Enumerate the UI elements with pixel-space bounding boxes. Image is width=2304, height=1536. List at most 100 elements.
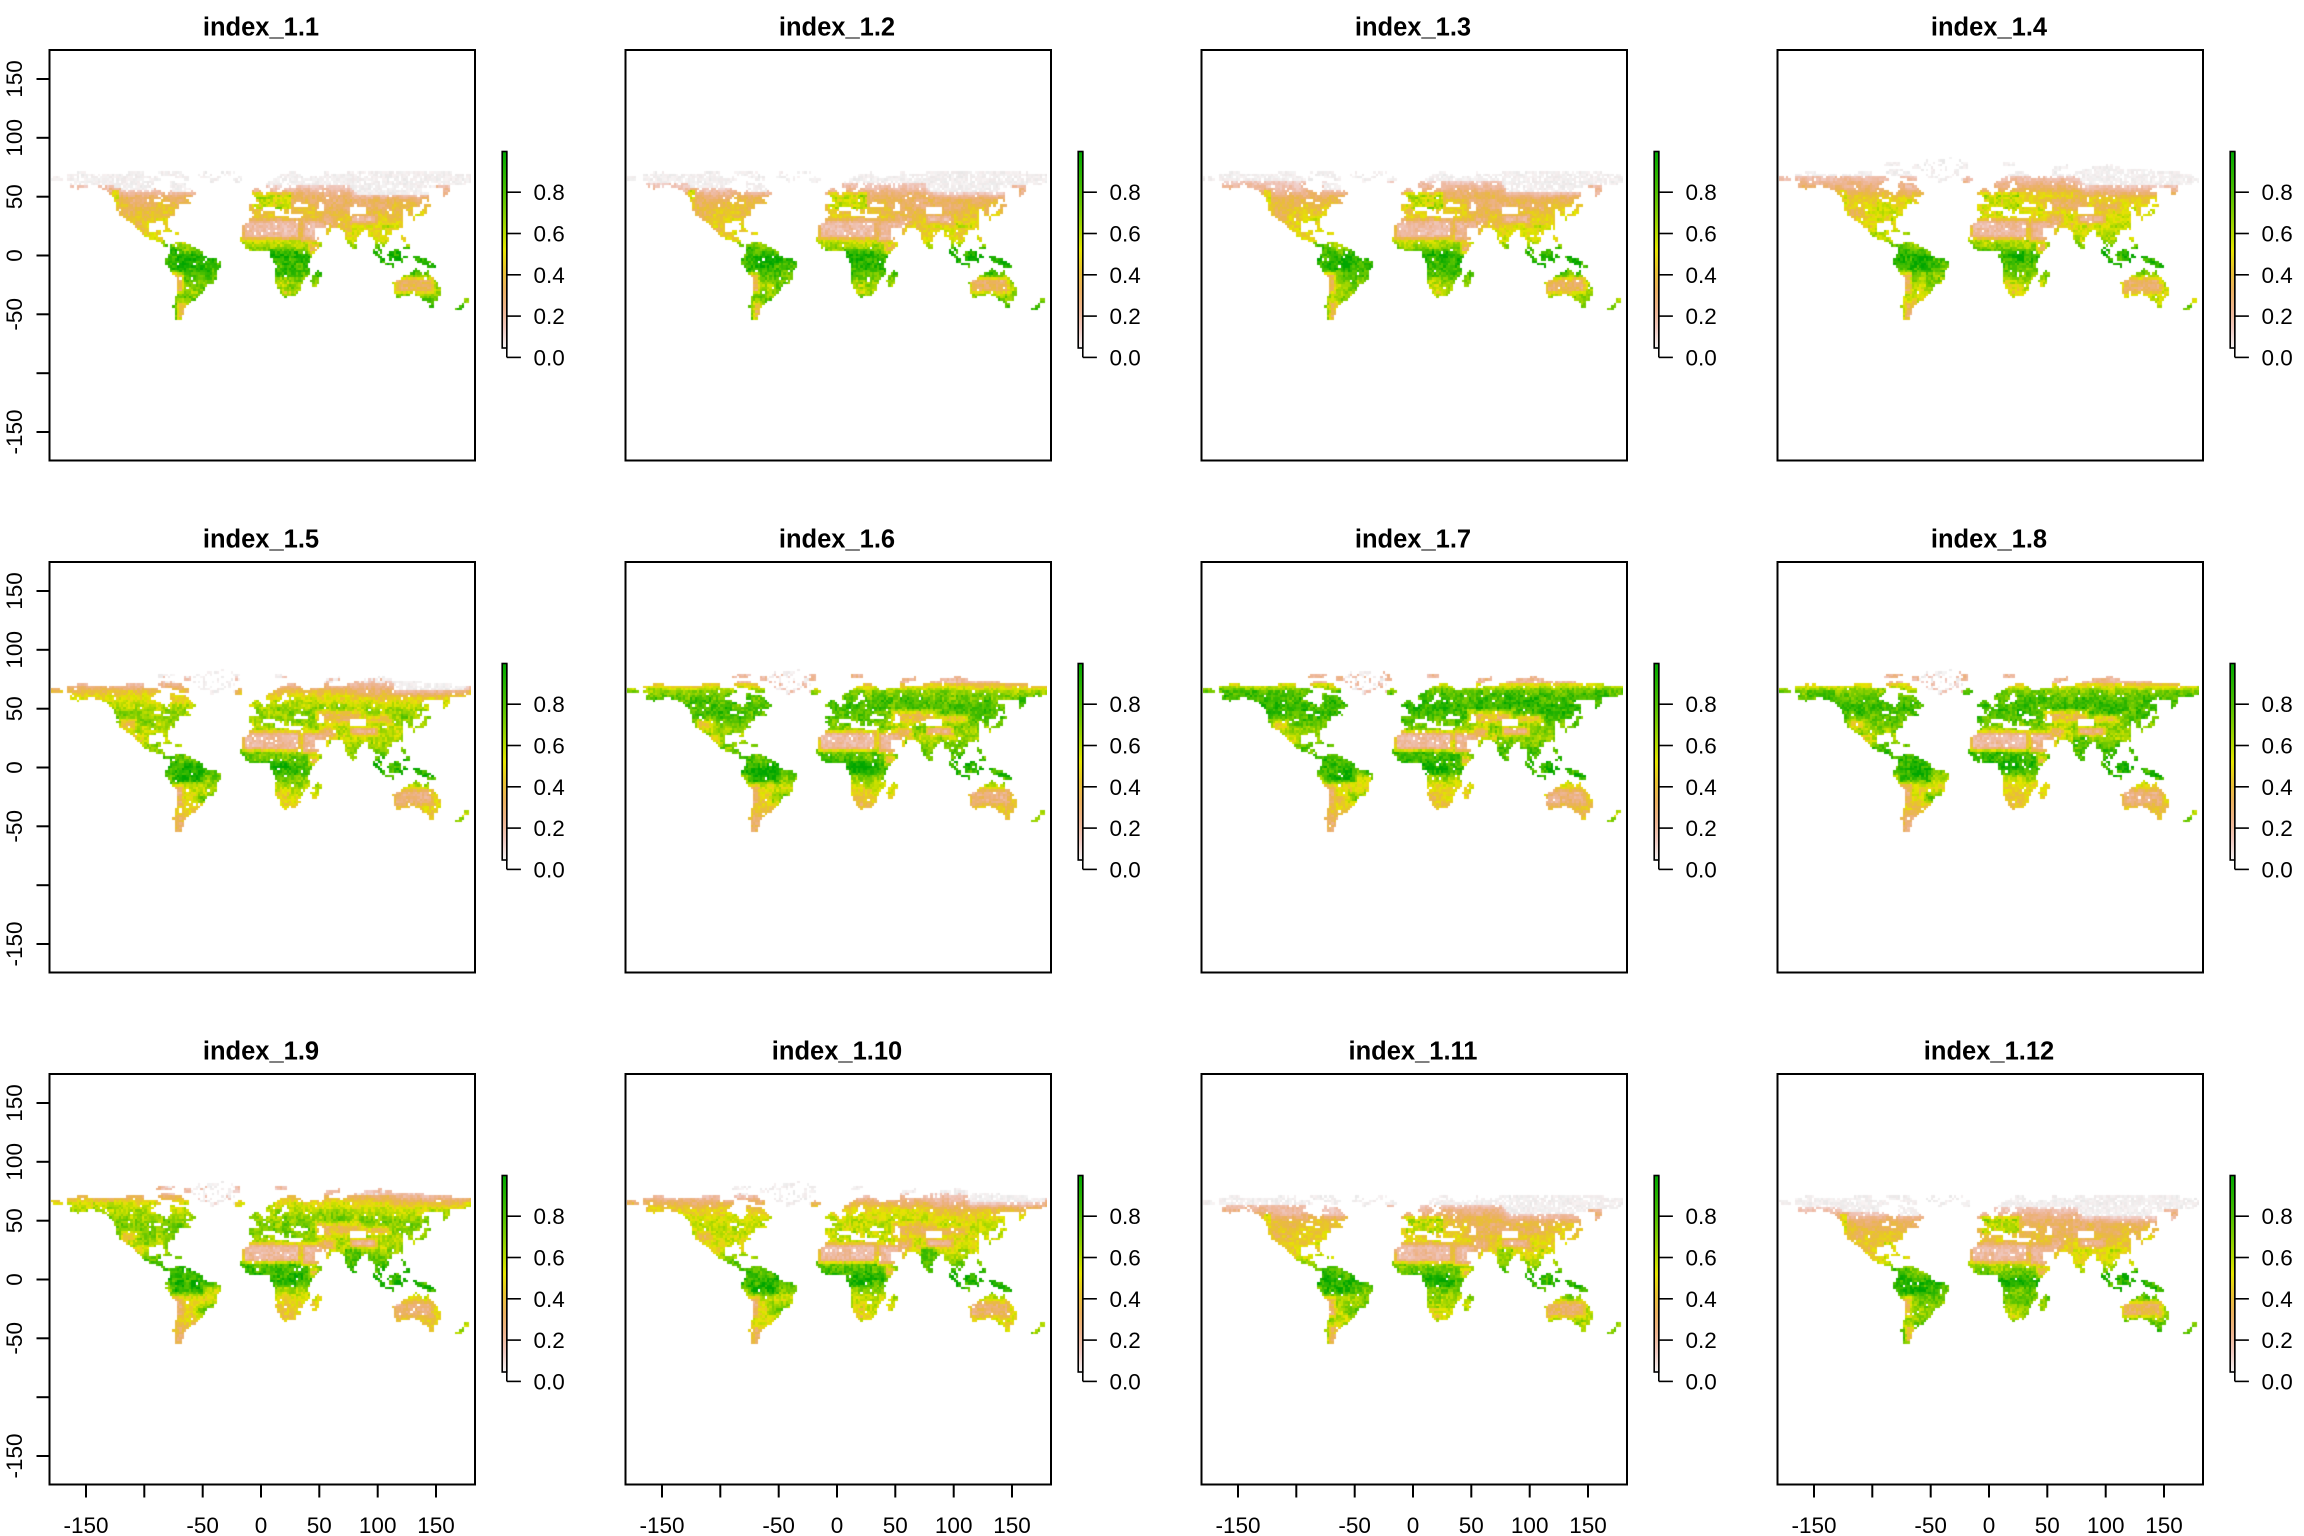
svg-text:0.4: 0.4	[534, 263, 565, 288]
svg-text:index_1.7: index_1.7	[1355, 526, 1471, 554]
svg-text:100: 100	[2087, 1513, 2125, 1536]
svg-text:100: 100	[359, 1513, 397, 1536]
svg-text:index_1.9: index_1.9	[203, 1038, 319, 1066]
svg-text:0.6: 0.6	[534, 1246, 565, 1271]
svg-text:0: 0	[2, 249, 27, 262]
svg-text:0.8: 0.8	[1110, 1204, 1141, 1229]
svg-text:50: 50	[883, 1513, 908, 1536]
svg-text:index_1.11: index_1.11	[1348, 1038, 1477, 1066]
svg-text:0.4: 0.4	[2262, 775, 2293, 800]
svg-text:0.8: 0.8	[1686, 692, 1717, 717]
svg-text:0.2: 0.2	[1110, 1328, 1141, 1353]
svg-text:0.8: 0.8	[1686, 180, 1717, 205]
svg-text:0.2: 0.2	[1686, 304, 1717, 329]
svg-text:0: 0	[1407, 1513, 1420, 1536]
svg-text:0.8: 0.8	[2262, 692, 2293, 717]
svg-text:50: 50	[2, 184, 27, 209]
svg-text:0.0: 0.0	[1110, 345, 1141, 370]
svg-text:0.2: 0.2	[2262, 1328, 2293, 1353]
svg-text:0.0: 0.0	[534, 345, 565, 370]
svg-text:0.4: 0.4	[2262, 263, 2293, 288]
svg-text:0: 0	[255, 1513, 268, 1536]
svg-text:0.8: 0.8	[2262, 180, 2293, 205]
svg-text:index_1.4: index_1.4	[1931, 14, 2048, 42]
svg-text:0.6: 0.6	[1110, 1246, 1141, 1271]
svg-text:0.6: 0.6	[1686, 1246, 1717, 1271]
svg-text:0.2: 0.2	[1110, 816, 1141, 841]
svg-text:0.0: 0.0	[534, 1369, 565, 1394]
svg-text:0.4: 0.4	[1110, 775, 1141, 800]
svg-text:0: 0	[831, 1513, 844, 1536]
svg-text:0: 0	[2, 761, 27, 774]
svg-text:100: 100	[2, 1143, 27, 1181]
svg-text:150: 150	[2, 60, 27, 98]
svg-text:150: 150	[417, 1513, 455, 1536]
svg-text:0.2: 0.2	[534, 816, 565, 841]
svg-text:-50: -50	[186, 1513, 219, 1536]
svg-text:50: 50	[307, 1513, 332, 1536]
svg-text:-50: -50	[762, 1513, 795, 1536]
svg-text:-150: -150	[1215, 1513, 1260, 1536]
svg-text:-50: -50	[2, 298, 27, 331]
svg-text:0.8: 0.8	[534, 692, 565, 717]
svg-text:index_1.2: index_1.2	[779, 14, 895, 42]
svg-text:50: 50	[1459, 1513, 1484, 1536]
svg-text:0.6: 0.6	[534, 222, 565, 247]
svg-text:-50: -50	[2, 810, 27, 843]
svg-text:-50: -50	[1914, 1513, 1947, 1536]
svg-text:0.4: 0.4	[1110, 263, 1141, 288]
svg-text:0.2: 0.2	[2262, 816, 2293, 841]
svg-text:0.0: 0.0	[2262, 345, 2293, 370]
svg-text:index_1.12: index_1.12	[1924, 1038, 2054, 1066]
svg-text:index_1.1: index_1.1	[203, 14, 319, 42]
svg-text:100: 100	[935, 1513, 973, 1536]
svg-text:0.4: 0.4	[1686, 1287, 1717, 1312]
svg-text:100: 100	[1511, 1513, 1549, 1536]
svg-text:-150: -150	[2, 1433, 27, 1478]
svg-text:-150: -150	[639, 1513, 684, 1536]
svg-text:index_1.5: index_1.5	[203, 526, 319, 554]
svg-text:0.2: 0.2	[1110, 304, 1141, 329]
svg-text:0.6: 0.6	[1686, 222, 1717, 247]
svg-text:0.2: 0.2	[2262, 304, 2293, 329]
svg-text:-150: -150	[2, 409, 27, 454]
svg-text:0.6: 0.6	[1110, 222, 1141, 247]
svg-text:0.0: 0.0	[2262, 1369, 2293, 1394]
svg-text:0: 0	[1983, 1513, 1996, 1536]
svg-text:0.8: 0.8	[1686, 1204, 1717, 1229]
svg-text:0.2: 0.2	[534, 304, 565, 329]
svg-text:0.4: 0.4	[534, 1287, 565, 1312]
svg-text:150: 150	[1569, 1513, 1607, 1536]
svg-text:0.0: 0.0	[1110, 857, 1141, 882]
svg-text:-150: -150	[2, 921, 27, 966]
svg-text:150: 150	[993, 1513, 1031, 1536]
svg-text:0.0: 0.0	[1686, 345, 1717, 370]
svg-text:50: 50	[2, 696, 27, 721]
svg-text:0.0: 0.0	[1686, 857, 1717, 882]
svg-text:0.4: 0.4	[1686, 263, 1717, 288]
svg-text:100: 100	[2, 631, 27, 669]
svg-text:0.0: 0.0	[2262, 857, 2293, 882]
svg-text:0.6: 0.6	[2262, 222, 2293, 247]
svg-text:index_1.10: index_1.10	[772, 1038, 902, 1066]
svg-text:0.8: 0.8	[1110, 180, 1141, 205]
svg-text:0.8: 0.8	[2262, 1204, 2293, 1229]
svg-text:50: 50	[2035, 1513, 2060, 1536]
svg-text:0.2: 0.2	[534, 1328, 565, 1353]
svg-text:0.8: 0.8	[534, 180, 565, 205]
svg-text:0.6: 0.6	[2262, 734, 2293, 759]
svg-text:index_1.8: index_1.8	[1931, 526, 2047, 554]
svg-text:index_1.6: index_1.6	[779, 526, 895, 554]
svg-text:0.6: 0.6	[2262, 1246, 2293, 1271]
svg-text:0.6: 0.6	[1686, 734, 1717, 759]
svg-text:50: 50	[2, 1208, 27, 1233]
svg-text:100: 100	[2, 119, 27, 157]
svg-text:0.2: 0.2	[1686, 816, 1717, 841]
svg-text:0.8: 0.8	[534, 1204, 565, 1229]
svg-text:-150: -150	[63, 1513, 108, 1536]
svg-text:0.4: 0.4	[2262, 1287, 2293, 1312]
svg-text:0: 0	[2, 1273, 27, 1286]
svg-text:-50: -50	[1338, 1513, 1371, 1536]
svg-text:0.4: 0.4	[1110, 1287, 1141, 1312]
svg-text:150: 150	[2, 572, 27, 610]
